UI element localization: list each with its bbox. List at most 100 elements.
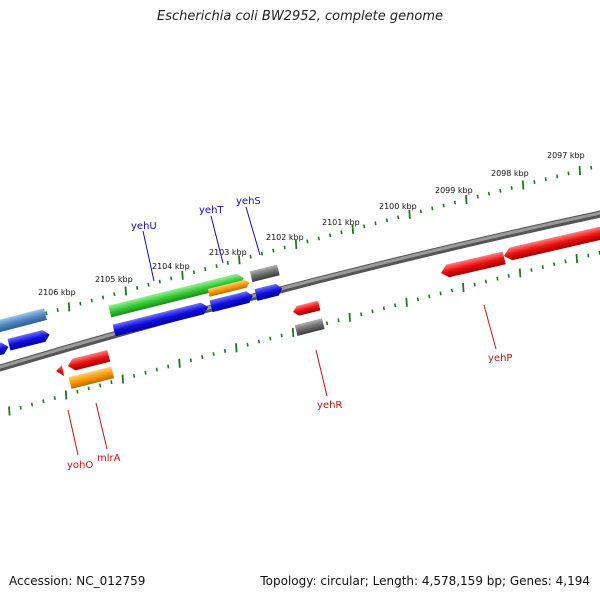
outer-tick — [79, 301, 82, 306]
inner-tick — [178, 358, 181, 368]
inner-tick — [337, 318, 340, 323]
gene-yohO-small[interactable] — [56, 365, 64, 376]
gene-yehR-gray[interactable] — [294, 318, 325, 336]
map-title: Escherichia coli BW2952, complete genome — [157, 9, 443, 24]
scale-label-2106: 2106 kbp — [38, 288, 76, 297]
outer-tick — [385, 218, 388, 223]
gene-yehU[interactable] — [108, 272, 245, 318]
inner-tick — [575, 253, 578, 264]
outer-tick — [90, 298, 93, 303]
gene-blue-left[interactable] — [0, 341, 10, 358]
gene-yehS-gray[interactable] — [249, 264, 280, 283]
inner-tick — [530, 268, 533, 272]
gene-yehR-red[interactable] — [292, 300, 321, 317]
scale-label-2103: 2103 kbp — [209, 248, 247, 257]
reverse-gene-labels: yohO mlrA yehR yehP — [67, 304, 512, 471]
scale-label-2098: 2098 kbp — [491, 169, 529, 178]
outer-tick — [113, 292, 116, 297]
inner-tick — [133, 373, 136, 378]
outer-tick — [374, 221, 377, 226]
inner-tick — [394, 303, 397, 308]
genome-backbone — [0, 210, 600, 372]
outer-tick — [317, 236, 320, 241]
outer-tick — [556, 174, 559, 179]
gene-steel-1[interactable] — [0, 308, 47, 335]
gene-blue-3[interactable] — [112, 301, 210, 337]
inner-tick — [564, 259, 567, 264]
outer-tick — [181, 270, 184, 280]
outer-tick-track — [11, 165, 593, 328]
gene-label-mlrA: mlrA — [97, 453, 121, 464]
scale-label-2099: 2099 kbp — [435, 186, 473, 195]
inner-tick — [462, 282, 465, 293]
outer-tick — [283, 245, 286, 250]
outer-tick — [397, 215, 400, 220]
outer-tick — [419, 209, 422, 214]
accession-text: Accession: NC_012759 — [9, 574, 146, 588]
scale-label-2100: 2100 kbp — [379, 202, 417, 211]
outer-tick — [351, 224, 354, 234]
yehR-leader — [315, 349, 328, 397]
inner-tick — [42, 399, 45, 404]
outer-tick — [442, 203, 445, 208]
outer-tick — [192, 270, 195, 275]
inner-tick — [587, 253, 590, 258]
outer-tick — [340, 230, 343, 235]
gene-label-yehR: yehR — [317, 400, 342, 411]
inner-tick — [405, 297, 408, 307]
inner-tick — [382, 306, 385, 311]
outer-tick — [487, 191, 491, 196]
outer-tick — [272, 248, 275, 253]
outer-tick — [465, 195, 468, 205]
scale-label-2102: 2102 kbp — [266, 233, 304, 242]
forward-genes — [0, 264, 284, 358]
inner-tick — [416, 297, 419, 302]
inner-tick — [235, 343, 238, 353]
inner-tick — [64, 390, 68, 400]
inner-tick — [326, 321, 329, 326]
inner-tick — [428, 294, 431, 299]
inner-tick — [450, 288, 454, 293]
outer-tick — [238, 255, 241, 265]
inner-tick — [155, 367, 158, 372]
gene-blue-5[interactable] — [254, 283, 284, 301]
inner-tick — [291, 327, 295, 337]
outer-tick — [249, 254, 252, 259]
inner-tick — [371, 309, 374, 314]
yehT-leader — [210, 215, 224, 264]
reverse-genes — [56, 225, 600, 389]
outer-tick — [499, 188, 502, 193]
yohO-leader — [67, 409, 79, 456]
outer-tick — [45, 311, 48, 316]
gene-yehP-2[interactable] — [502, 225, 600, 262]
yehU-leader — [142, 230, 155, 282]
outer-tick — [136, 285, 139, 290]
gene-blue-2[interactable] — [7, 329, 52, 351]
inner-tick — [541, 265, 544, 270]
inner-tick — [212, 352, 215, 356]
inner-tick — [484, 279, 488, 284]
inner-tick — [19, 405, 22, 410]
mlrA-leader — [95, 402, 108, 450]
outer-tick — [226, 260, 229, 265]
inner-tick — [167, 364, 170, 369]
gene-yehP-1[interactable] — [439, 251, 506, 279]
outer-tick — [363, 224, 366, 229]
gene-yehT-orange[interactable] — [207, 279, 251, 297]
outer-tick — [124, 286, 127, 296]
gene-blue-4[interactable] — [209, 290, 255, 313]
outer-tick — [521, 180, 525, 190]
inner-tick — [30, 402, 34, 407]
inner-tick — [8, 406, 11, 416]
outer-tick — [533, 180, 536, 185]
inner-tick — [280, 333, 283, 338]
inner-tick — [496, 276, 499, 281]
inner-tick — [144, 370, 147, 375]
inner-tick — [507, 273, 510, 278]
gene-red-6[interactable] — [67, 350, 111, 372]
inner-tick — [110, 380, 113, 385]
gene-mlrA-orange[interactable] — [68, 366, 115, 389]
outer-tick — [294, 239, 298, 250]
outer-tick — [204, 267, 207, 272]
